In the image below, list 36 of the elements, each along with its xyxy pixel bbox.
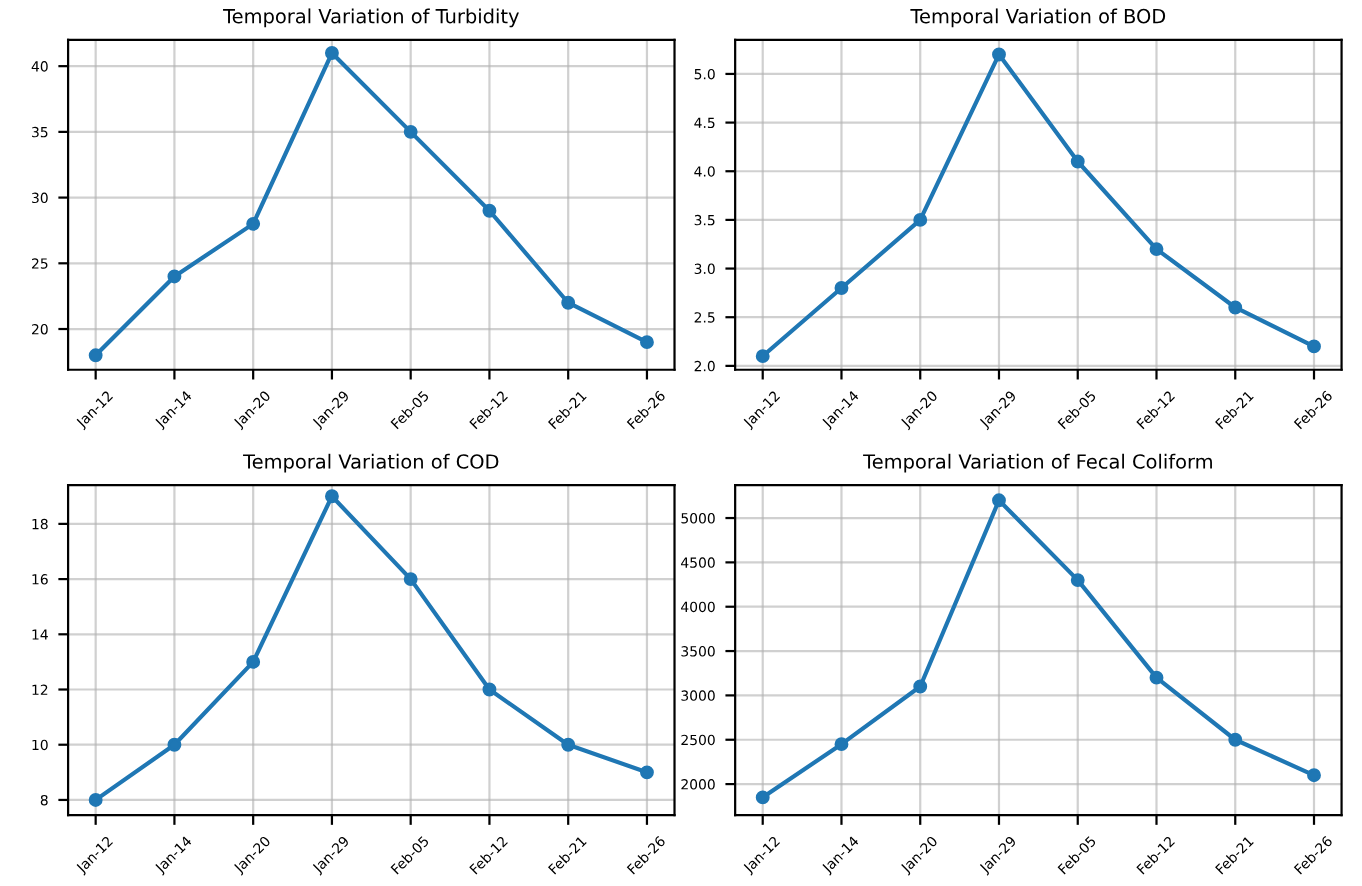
point [834,737,849,752]
point [1307,768,1321,783]
point [1307,339,1321,354]
point [640,765,654,780]
point [167,269,182,284]
point [1228,732,1243,747]
point [482,682,497,697]
point [992,493,1006,508]
point [913,212,928,227]
point [88,348,103,363]
point [992,47,1006,62]
chart-title: Temporal Variation of Fecal Coliform [863,453,1212,473]
point [1149,242,1164,257]
point [561,737,576,752]
point [1070,154,1085,169]
point [640,335,654,350]
point [755,349,770,364]
point [913,679,928,694]
point [167,737,182,752]
chart-title: Temporal Variation of Turbidity [223,8,519,28]
point [324,489,339,504]
point [246,654,261,669]
point [1070,573,1085,588]
point [561,295,576,310]
point [834,281,849,295]
point [324,46,339,60]
point [88,792,103,807]
point [755,790,770,805]
point [403,124,418,139]
point [1228,300,1243,315]
point [482,203,497,218]
point [1149,670,1164,685]
point [246,216,261,231]
chart-title: Temporal Variation of BOD [910,8,1166,28]
chart-title: Temporal Variation of COD [243,453,499,473]
point [403,572,418,587]
